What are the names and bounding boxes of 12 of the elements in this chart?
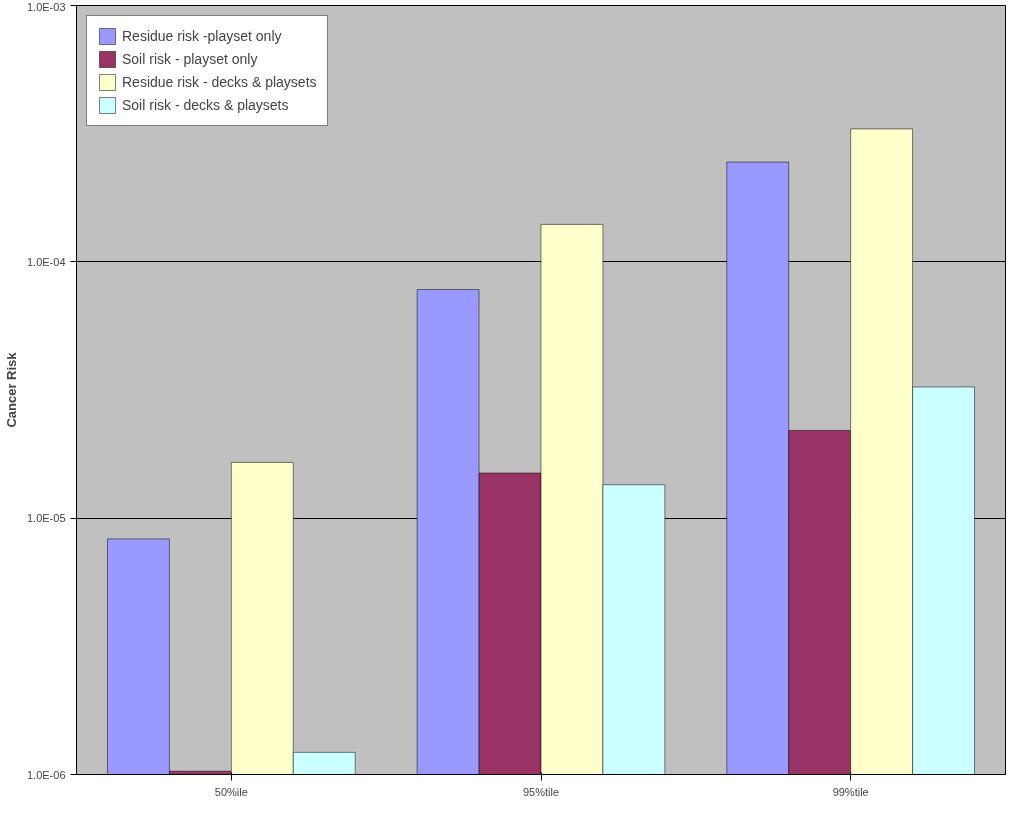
x-tick-label: 95%tile xyxy=(522,785,560,798)
x-tick-label: 99%tile xyxy=(832,785,869,798)
legend-label: Soil risk - playset only xyxy=(122,51,258,67)
y-tick-label: 1.0E-04 xyxy=(26,255,66,268)
y-tick-label: 1.0E-05 xyxy=(26,512,66,525)
legend-label: Residue risk -playset only xyxy=(122,28,282,44)
y-axis-title: Cancer Risk xyxy=(3,351,19,428)
legend-label: Soil risk - decks & playsets xyxy=(122,97,289,113)
x-tick-label: 50%ile xyxy=(214,785,248,798)
legend-label: Residue risk - decks & playsets xyxy=(122,74,317,90)
y-tick-label: 1.0E-06 xyxy=(26,768,66,781)
y-tick-label: 1.0E-03 xyxy=(26,0,66,13)
